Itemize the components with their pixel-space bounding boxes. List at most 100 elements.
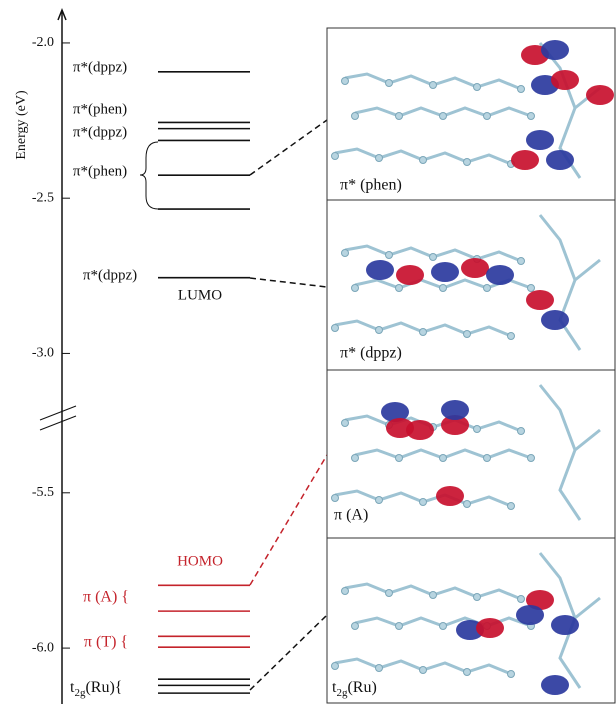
- connector: [250, 120, 327, 175]
- molecule-atom: [386, 252, 393, 259]
- level-label: t2g(Ru){: [70, 679, 122, 699]
- level-label: π*(phen): [73, 163, 127, 179]
- panel-caption: π* (dppz): [340, 345, 402, 362]
- molecule-atom: [518, 86, 525, 93]
- molecule-atom: [528, 285, 535, 292]
- panel: [327, 370, 615, 538]
- molecule-atom: [484, 113, 491, 120]
- brace: [140, 142, 158, 209]
- molecule-atom: [396, 113, 403, 120]
- molecule-atom: [508, 333, 515, 340]
- molecule-atom: [464, 669, 471, 676]
- molecule-atom: [474, 84, 481, 91]
- panels: [327, 28, 615, 703]
- molecule-atom: [342, 588, 349, 595]
- molecule-atom: [474, 426, 481, 433]
- molecule-atom: [518, 428, 525, 435]
- orbital-lobe: [541, 40, 569, 60]
- molecule-atom: [440, 455, 447, 462]
- molecule-atom: [430, 592, 437, 599]
- orbital-lobe: [476, 618, 504, 638]
- molecule-atom: [430, 82, 437, 89]
- molecule-atom: [484, 455, 491, 462]
- orbital-lobe: [551, 615, 579, 635]
- level-label: π (A) {: [83, 589, 129, 606]
- orbital-lobe: [551, 70, 579, 90]
- molecule-atom: [396, 623, 403, 630]
- tick-label: -6.0: [32, 640, 54, 655]
- level-label: π*(dppz): [73, 59, 127, 75]
- molecule-atom: [464, 331, 471, 338]
- molecule-atom: [518, 596, 525, 603]
- orbital-lobe: [441, 400, 469, 420]
- level-label: π*(dppz): [73, 124, 127, 140]
- orbital-lobe: [396, 265, 424, 285]
- orbital-lobe: [586, 85, 614, 105]
- molecule-atom: [440, 285, 447, 292]
- molecule-atom: [484, 285, 491, 292]
- orbital-lobe: [511, 150, 539, 170]
- connector: [250, 278, 327, 287]
- level-label: π (T) {: [84, 634, 128, 651]
- molecule-atom: [464, 501, 471, 508]
- molecule-atom: [528, 113, 535, 120]
- molecule-atom: [352, 623, 359, 630]
- level-label: π*(phen): [73, 101, 127, 117]
- molecule-atom: [420, 157, 427, 164]
- molecule-atom: [508, 503, 515, 510]
- molecule-atom: [342, 78, 349, 85]
- molecule-atom: [440, 113, 447, 120]
- label-part: (Ru){: [85, 679, 122, 696]
- level-label: LUMO: [178, 287, 222, 303]
- molecule-atom: [342, 420, 349, 427]
- orbital-lobe: [366, 260, 394, 280]
- orbital-lobe: [526, 290, 554, 310]
- molecule-atom: [396, 455, 403, 462]
- panel-caption: π* (phen): [340, 177, 402, 194]
- molecule-atom: [386, 80, 393, 87]
- orbital-lobe: [431, 262, 459, 282]
- level-label: π*(dppz): [83, 267, 137, 283]
- orbital-lobe: [486, 265, 514, 285]
- molecule-atom: [440, 623, 447, 630]
- molecule-atom: [376, 497, 383, 504]
- molecule-atom: [386, 590, 393, 597]
- orbital-lobe: [541, 310, 569, 330]
- diagram: Energy (eV) π*(dppz) π*(phen) π*(dppz) π…: [0, 0, 616, 704]
- molecule-atom: [464, 159, 471, 166]
- molecule-atom: [420, 329, 427, 336]
- molecule-atom: [352, 285, 359, 292]
- connector: [250, 615, 327, 690]
- connector: [250, 455, 327, 585]
- level-label: HOMO: [177, 553, 223, 569]
- molecule-atom: [332, 153, 339, 160]
- label-part: 2g: [74, 687, 86, 699]
- axis-label: Energy (eV): [14, 90, 29, 160]
- orbital-lobe: [526, 130, 554, 150]
- orbital-lobe: [436, 486, 464, 506]
- molecule-atom: [332, 663, 339, 670]
- molecule-atom: [376, 665, 383, 672]
- orbital-lobe: [516, 605, 544, 625]
- molecule-atom: [332, 495, 339, 502]
- molecule-atom: [376, 155, 383, 162]
- molecule-atom: [342, 250, 349, 257]
- orbital-lobe: [406, 420, 434, 440]
- orbital-lobe: [546, 150, 574, 170]
- molecule-atom: [352, 455, 359, 462]
- molecule-atom: [528, 455, 535, 462]
- panel-caption: π (A): [334, 507, 368, 524]
- molecule-atom: [420, 499, 427, 506]
- molecule-atom: [420, 667, 427, 674]
- orbital-lobe: [461, 258, 489, 278]
- molecule-atom: [508, 671, 515, 678]
- molecule-atom: [474, 594, 481, 601]
- molecule-atom: [352, 113, 359, 120]
- tick-label: -2.5: [32, 190, 54, 205]
- molecule-atom: [430, 254, 437, 261]
- tick-label: -3.0: [32, 346, 54, 361]
- molecule-atom: [518, 258, 525, 265]
- caption-part: (Ru): [347, 679, 376, 696]
- tick-label: -2.0: [32, 35, 54, 50]
- molecule-atom: [396, 285, 403, 292]
